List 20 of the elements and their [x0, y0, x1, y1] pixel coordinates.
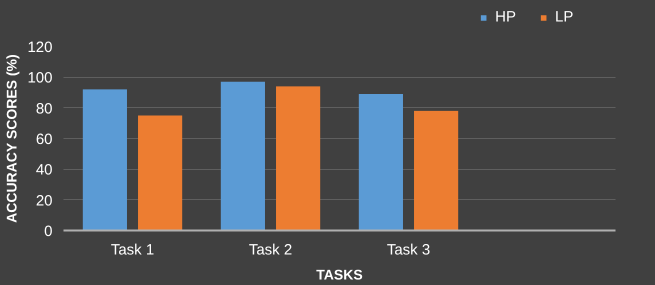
y-tick-label: 0 — [44, 223, 52, 240]
bar — [220, 82, 265, 230]
y-tick-label: 80 — [36, 100, 53, 118]
bar — [358, 94, 403, 230]
bar — [82, 89, 127, 230]
x-tick-label: Task 3 — [386, 242, 430, 258]
y-tick-label: 120 — [27, 39, 53, 56]
x-axis-title: TASKS — [316, 266, 363, 282]
y-tick-label: 40 — [36, 162, 53, 179]
legend-label: HP — [495, 8, 516, 26]
y-tick-label: 100 — [27, 70, 53, 87]
y-tick-label: 20 — [36, 192, 53, 210]
y-axis-title: ACCURACY SCORES (%) — [3, 54, 20, 223]
bar — [276, 86, 320, 230]
legend-label: LP — [555, 8, 574, 26]
y-tick-label: 60 — [36, 131, 53, 148]
bar — [414, 110, 458, 230]
x-tick-label: Task 1 — [110, 242, 154, 258]
bar — [138, 116, 182, 230]
x-tick-label: Task 2 — [248, 242, 292, 258]
